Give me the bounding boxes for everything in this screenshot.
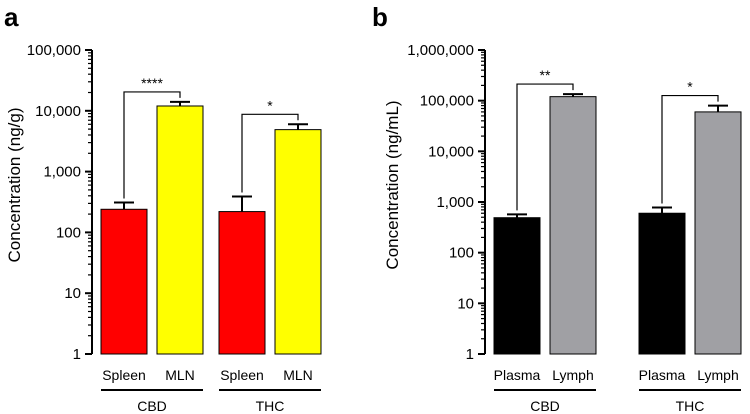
x-group-label: THC (256, 398, 285, 414)
panel-letter-a: a (4, 2, 19, 32)
y-tick-label: 1 (466, 346, 474, 363)
bar (156, 105, 204, 355)
x-category-label: Lymph (697, 367, 739, 383)
y-tick-label: 1,000 (43, 164, 81, 181)
x-category-label: MLN (283, 367, 313, 383)
y-tick-label: 10,000 (35, 103, 81, 120)
y-tick-label: 10,000 (428, 143, 474, 160)
y-tick-label: 100 (56, 224, 81, 241)
significance-bracket (661, 94, 719, 204)
bar (694, 111, 742, 355)
x-category-label: Spleen (220, 367, 264, 383)
y-axis-title-a: Concentration (ng/g) (5, 108, 24, 263)
y-axis-title-b: Concentration (ng/mL) (383, 100, 402, 269)
y-tick-label: 100,000 (27, 42, 81, 59)
x-group-label: THC (676, 398, 705, 414)
x-category-label: Plasma (494, 367, 541, 383)
bar (218, 211, 266, 355)
bar (549, 96, 597, 355)
bar (100, 208, 148, 355)
y-tick-label: 100,000 (420, 93, 474, 110)
x-category-label: MLN (165, 367, 195, 383)
significance-bracket (241, 113, 299, 193)
significance-label: * (267, 97, 273, 113)
bar (493, 217, 541, 355)
y-tick-label: 1 (73, 346, 81, 363)
significance-bracket (516, 83, 574, 211)
y-tick-label: 1,000 (436, 194, 474, 211)
significance-label: * (687, 79, 693, 95)
panel-letter-b: b (372, 2, 388, 32)
bar (274, 129, 322, 355)
y-tick-label: 100 (449, 245, 474, 262)
x-category-label: Lymph (552, 367, 594, 383)
significance-label: ** (540, 67, 551, 83)
y-tick-label: 10 (64, 285, 81, 302)
x-group-label: CBD (530, 398, 560, 414)
significance-label: **** (141, 75, 163, 91)
bar (638, 212, 686, 355)
y-tick-label: 10 (457, 295, 474, 312)
x-category-label: Spleen (102, 367, 146, 383)
x-category-label: Plasma (639, 367, 686, 383)
y-tick-label: 1,000,000 (407, 42, 474, 59)
x-group-label: CBD (137, 398, 167, 414)
significance-bracket (123, 91, 181, 199)
chart-panel-b: 1 10 100 1,000 10,000 100,000 1,000,000 Plasma L… (407, 42, 742, 414)
